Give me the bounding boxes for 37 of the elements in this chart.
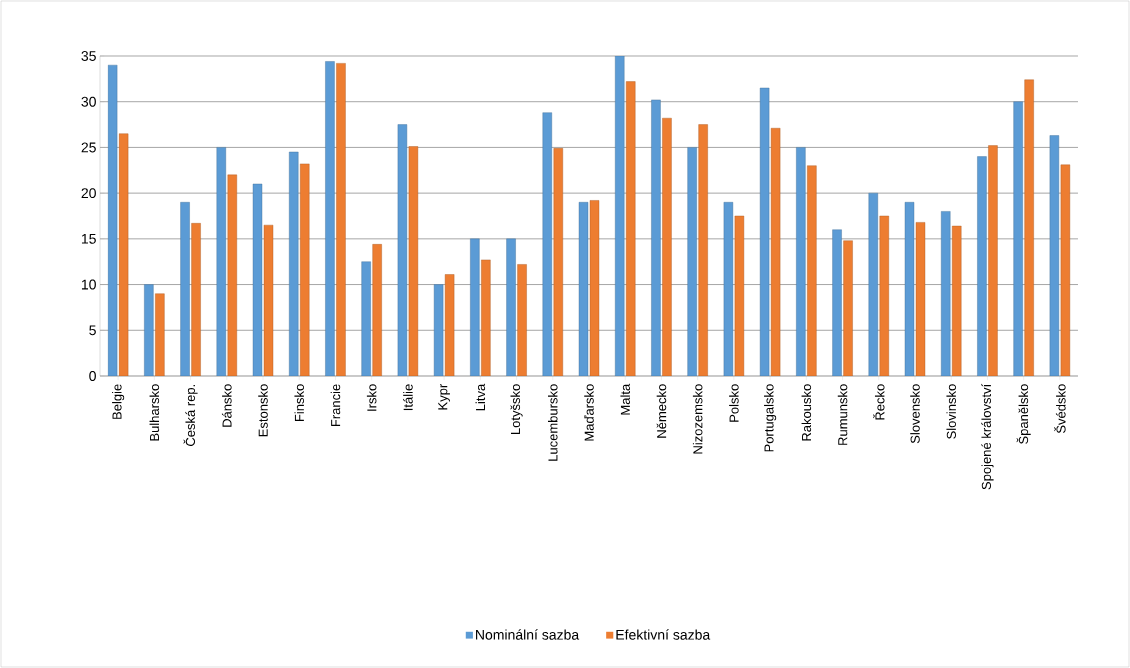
x-tick-label: Itálie bbox=[403, 384, 413, 411]
x-tick-label: Německo bbox=[656, 384, 667, 438]
x-tick-label: Bulharsko bbox=[149, 384, 160, 441]
y-tick-label: 35 bbox=[81, 51, 96, 61]
x-tick-label: Nizozemsko bbox=[692, 384, 703, 454]
x-tick-label: Slovinsko bbox=[946, 384, 956, 439]
x-tick-label: Francie bbox=[330, 384, 341, 427]
x-tick-label: Maďarsko bbox=[584, 384, 594, 441]
x-tick-label: Španělsko bbox=[1016, 384, 1031, 444]
y-tick-label: 20 bbox=[81, 188, 96, 199]
y-tick-label: 25 bbox=[81, 142, 96, 153]
x-tick-label: Rakousko bbox=[801, 384, 812, 441]
x-tick-label: Polsko bbox=[729, 384, 739, 422]
x-tick-label: Česká rep. bbox=[183, 384, 198, 446]
x-tick-label: Lucembursko bbox=[548, 384, 558, 461]
legend-label: Efektivní sazba bbox=[616, 629, 711, 640]
x-tick-label: Portugalsko bbox=[764, 384, 777, 452]
x-tick-label: Švédsko bbox=[1054, 384, 1066, 434]
y-tick-label: 5 bbox=[89, 325, 96, 336]
x-tick-label: Řecko bbox=[873, 384, 885, 420]
y-tick-label: 10 bbox=[81, 279, 96, 290]
x-tick-label: Kypr bbox=[438, 384, 450, 410]
x-tick-label: Spojené království bbox=[981, 383, 994, 490]
x-tick-label: Slovensko bbox=[910, 384, 920, 444]
x-tick-label: Litva bbox=[475, 383, 486, 411]
x-tick-label: Lotyšsko bbox=[510, 384, 523, 435]
x-tick-label: Belgie bbox=[112, 384, 125, 419]
y-tick-label: 30 bbox=[81, 96, 96, 107]
x-tick-label: Dánsko bbox=[221, 384, 232, 427]
y-tick-label: 15 bbox=[81, 233, 96, 244]
x-tick-label: Irsko bbox=[366, 384, 377, 411]
x-tick-label: Malta bbox=[620, 383, 630, 415]
x-tick-label: Rumunsko bbox=[837, 384, 848, 445]
x-tick-label: Estonsko bbox=[258, 384, 268, 437]
legend-label: Nominální sazba bbox=[476, 629, 580, 640]
y-tick-label: 0 bbox=[89, 371, 96, 381]
x-tick-label: Finsko bbox=[294, 384, 304, 422]
